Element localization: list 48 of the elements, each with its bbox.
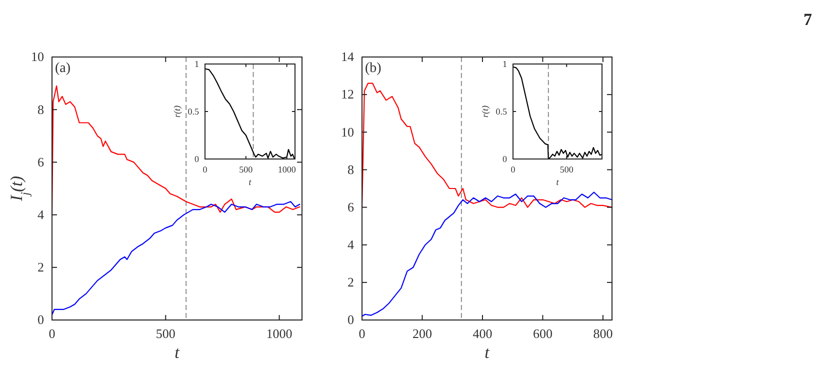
- x-tick-label: 500: [560, 164, 574, 174]
- y-tick-label: 2: [38, 260, 44, 275]
- y-tick-label: 0: [502, 154, 508, 164]
- x-tick-label: 1000: [266, 326, 292, 342]
- x-axis-title: t: [484, 343, 491, 362]
- y-tick-label: 10: [341, 124, 354, 140]
- y-tick-label: 1: [194, 58, 199, 69]
- y-axis-title: r(t): [172, 106, 182, 118]
- y-tick-label: 0.5: [188, 106, 200, 116]
- x-tick-label: 0: [48, 326, 56, 342]
- x-tick-label: 400: [472, 326, 492, 342]
- y-tick-label: 0.5: [496, 106, 508, 116]
- line-series: [51, 85, 300, 216]
- x-tick-label: 600: [532, 326, 552, 342]
- text: 7: [804, 10, 812, 29]
- y-tick-label: 12: [341, 86, 354, 102]
- annotation: (b): [365, 61, 382, 76]
- x-tick-label: 0: [358, 326, 366, 342]
- x-tick-label: 200: [412, 326, 432, 342]
- line-series: [51, 201, 300, 316]
- annotation: (a): [55, 61, 71, 76]
- y-tick-label: 6: [348, 199, 354, 214]
- line-series: [204, 68, 295, 159]
- y-tick-label: 8: [38, 102, 44, 117]
- y-tick-label: 6: [38, 154, 44, 170]
- line-series: [361, 192, 613, 317]
- y-tick-label: 8: [348, 162, 354, 177]
- y-tick-label: 1: [502, 58, 507, 69]
- y-tick-label: 2: [348, 274, 354, 290]
- x-tick-label: 500: [156, 326, 176, 342]
- x-tick-label: 1000: [278, 164, 296, 174]
- y-tick-label: 4: [38, 206, 44, 222]
- x-tick-label: 800: [593, 326, 613, 342]
- x-axis-title: t: [248, 177, 252, 187]
- line-series: [361, 82, 613, 208]
- y-tick-label: 4: [348, 237, 354, 252]
- y-tick-label: 0: [38, 312, 44, 328]
- y-tick-label: 10: [31, 49, 44, 64]
- x-tick-label: 500: [239, 164, 254, 174]
- line-series: [512, 66, 603, 160]
- y-axis-title: r(t): [480, 106, 490, 118]
- x-axis-title: t: [174, 343, 181, 362]
- y-tick-label: 0: [348, 312, 354, 328]
- y-tick-label: 0: [194, 154, 200, 164]
- x-axis-title: t: [556, 177, 560, 187]
- x-tick-label: 0: [202, 164, 208, 174]
- y-tick-label: 14: [341, 49, 354, 64]
- x-tick-label: 0: [510, 164, 516, 174]
